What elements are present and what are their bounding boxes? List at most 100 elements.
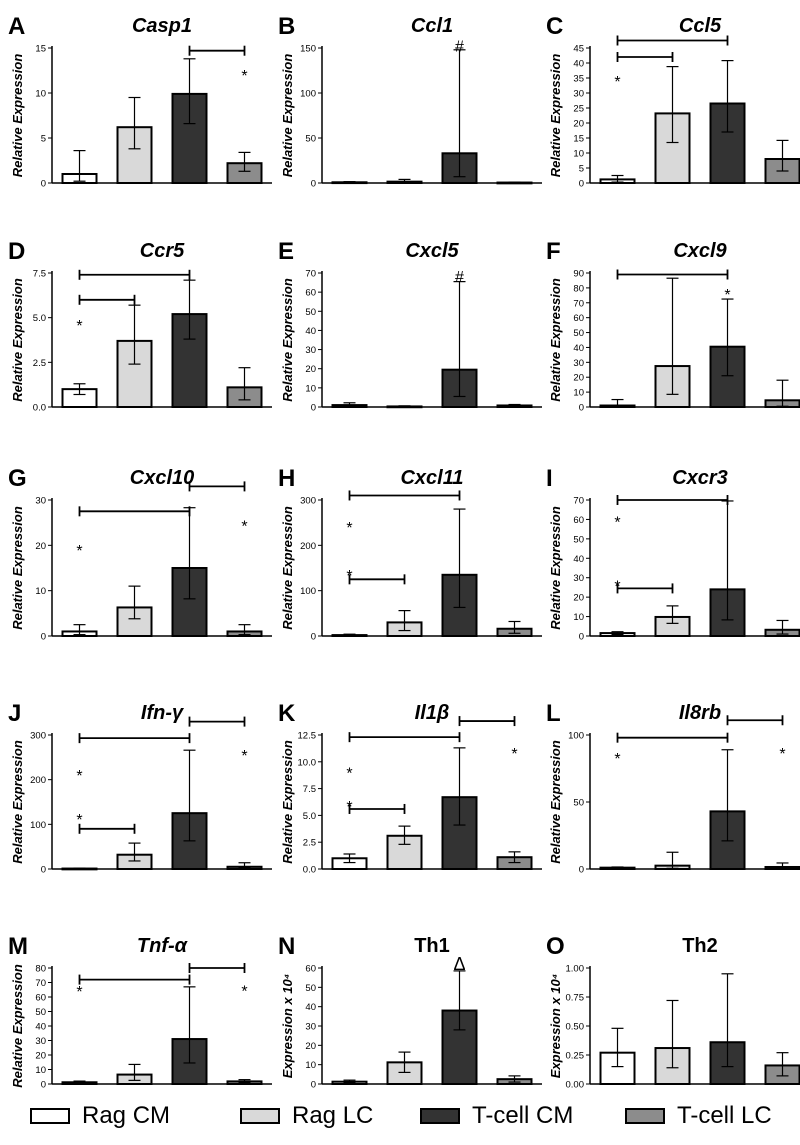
legend: Rag CM Rag LC T-cell CM T-cell LC [0,1090,800,1145]
y-tick-label-f-3: 30 [573,358,584,369]
y-tick-label-b-0: 0 [311,179,316,190]
y-tick-label-c-2: 10 [573,149,584,160]
y-tick-label-h-3: 300 [300,496,316,507]
y-tick-label-m-2: 20 [35,1051,46,1062]
mark-l-0: * [614,751,620,768]
legend-swatch-rag-lc [240,1108,280,1124]
y-tick-label-m-6: 60 [35,993,46,1004]
y-tick-label-b-3: 150 [300,44,316,55]
y-tick-label-i-3: 30 [573,573,584,584]
y-tick-label-d-2: 5.0 [33,313,46,324]
bracket-label-a-0: * [241,68,247,85]
y-tick-label-b-1: 50 [305,134,316,145]
y-tick-label-m-3: 30 [35,1036,46,1047]
y-tick-label-m-0: 0 [41,1080,46,1091]
panel-n: N Th1 Expression x 10⁴ 0 10 20 30 40 50 60 Δ [278,933,542,1090]
y-tick-label-k-0: 0.0 [303,865,316,876]
y-tick-label-c-8: 40 [573,59,584,70]
mark-j-1: * [76,812,82,829]
y-tick-label-j-2: 200 [30,775,46,786]
y-tick-label-m-8: 80 [35,964,46,975]
y-tick-label-i-5: 50 [573,534,584,545]
panel-i: I Cxcr3 Relative Expression 0 10 20 30 40 50 60 70… [546,465,800,643]
y-tick-label-e-0: 0 [311,403,316,414]
y-tick-label-e-1: 10 [305,383,316,394]
panel-letter-e: E [278,238,294,265]
chart-title-h: Cxcl11 [400,467,463,489]
y-tick-label-l-0: 0 [579,865,584,876]
y-axis-label-e: Relative Expression [280,278,295,402]
y-tick-label-o-1: 0.25 [566,1051,585,1062]
mark-f-0: * [724,287,730,304]
y-tick-label-g-0: 0 [41,632,46,643]
chart-title-d: Ccr5 [140,240,185,262]
y-tick-label-c-9: 45 [573,44,584,55]
bracket-label-k-1: * [511,746,517,763]
y-tick-label-c-4: 20 [573,119,584,130]
y-tick-label-c-6: 30 [573,89,584,100]
chart-title-i: Cxcr3 [672,467,728,489]
legend-item-rag-lc: Rag LC [240,1100,373,1132]
y-tick-label-d-1: 2.5 [33,358,46,369]
panel-l: L Il8rb Relative Expression 0 50 100 * * [546,700,800,876]
y-tick-label-a-2: 10 [35,89,46,100]
panel-j: J Ifn-γ Relative Expression 0 100 200 300 * * * [8,700,272,876]
y-tick-label-a-1: 5 [41,134,46,145]
y-tick-label-e-4: 40 [305,326,316,337]
panel-d: D Ccr5 Relative Expression 0.0 2.5 5.0 7.5 * [8,238,272,414]
y-tick-label-d-0: 0.0 [33,403,46,414]
y-tick-label-k-3: 7.5 [303,784,316,795]
panel-k: K Il1β Relative Expression 0.0 2.5 5.0 7.5 10.0… [278,700,542,876]
y-tick-label-f-2: 20 [573,373,584,384]
panel-e: E Cxcl5 Relative Expression 0 10 20 30 40 50 60 70… [278,238,542,414]
mark-k-0: * [346,766,352,783]
y-axis-label-h: Relative Expression [280,506,295,630]
mark-n-0: Δ [453,954,465,974]
y-tick-label-a-3: 15 [35,44,46,55]
y-tick-label-n-4: 40 [305,1002,316,1013]
bracket-label-l-1: * [779,746,785,763]
chart-title-e: Cxcl5 [405,240,459,262]
y-tick-label-h-1: 100 [300,586,316,597]
legend-swatch-tcell-cm [420,1108,460,1124]
y-tick-label-n-1: 10 [305,1060,316,1071]
y-tick-label-i-1: 10 [573,612,584,623]
y-tick-label-i-7: 70 [573,496,584,507]
mark-h-0: * [346,520,352,537]
panel-letter-c: C [546,13,563,40]
y-tick-label-e-5: 50 [305,307,316,318]
panel-letter-d: D [8,238,25,265]
y-tick-label-b-2: 100 [300,89,316,100]
y-tick-label-n-2: 20 [305,1041,316,1052]
y-axis-label-g: Relative Expression [10,506,25,630]
mark-m-0: * [76,984,82,1001]
panel-letter-g: G [8,465,27,492]
y-axis-label-k: Relative Expression [280,740,295,864]
y-tick-label-m-4: 40 [35,1022,46,1033]
legend-swatch-tcell-lc [625,1108,665,1124]
y-tick-label-l-1: 50 [573,798,584,809]
y-tick-label-a-0: 0 [41,179,46,190]
chart-title-n: Th1 [414,935,450,957]
y-tick-label-j-0: 0 [41,865,46,876]
mark-k-1: * [346,799,352,816]
panel-m: M Tnf-α Relative Expression 0 10 20 30 40 50 60 70… [8,933,272,1090]
y-tick-label-f-0: 0 [579,403,584,414]
panel-letter-i: I [546,465,553,492]
bracket-label-m-1: * [241,983,247,1000]
mark-e-0: # [455,269,464,286]
legend-label-rag-lc: Rag LC [292,1102,374,1129]
legend-item-tcell-cm: T-cell CM [420,1100,573,1132]
mark-h-1: * [346,568,352,585]
y-tick-label-f-9: 90 [573,269,584,280]
panel-letter-b: B [278,13,295,40]
chart-title-o: Th2 [682,935,718,957]
y-tick-label-g-1: 10 [35,586,46,597]
y-tick-label-o-0: 0.00 [566,1080,585,1091]
legend-item-rag-cm: Rag CM [30,1100,170,1132]
y-tick-label-h-0: 0 [311,632,316,643]
mark-c-0: * [614,74,620,91]
y-tick-label-d-3: 7.5 [33,269,46,280]
legend-label-tcell-lc: T-cell LC [677,1102,772,1129]
panel-letter-a: A [8,13,25,40]
